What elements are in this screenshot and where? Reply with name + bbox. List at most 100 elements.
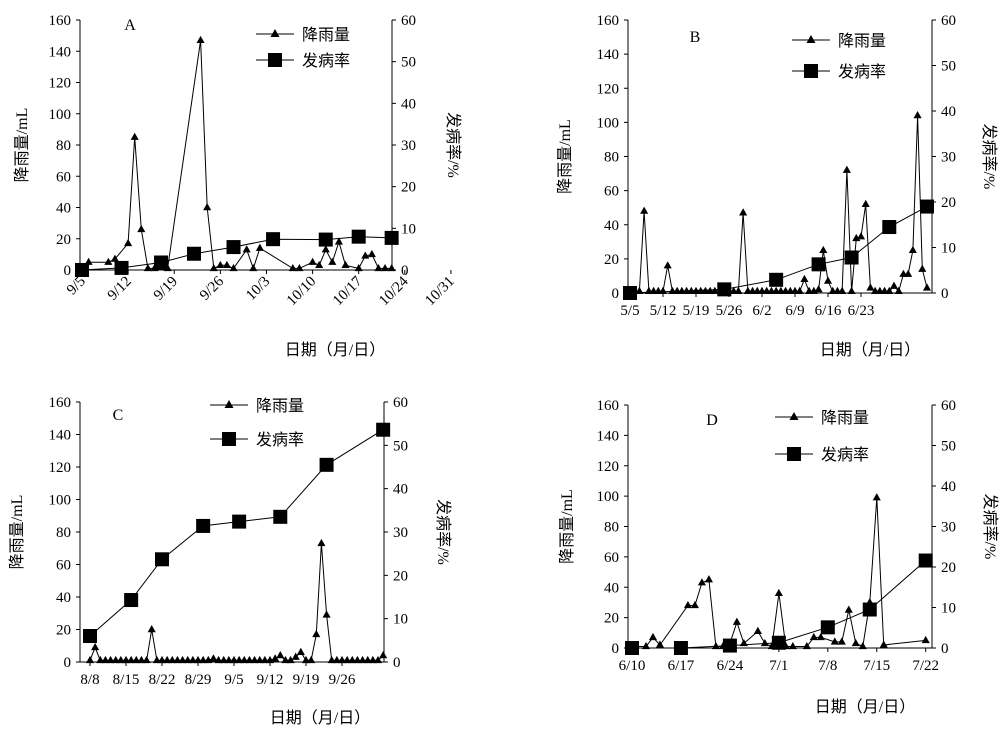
rainfall-point — [753, 626, 762, 634]
incidence-point — [196, 518, 211, 533]
rainfall-point — [734, 286, 743, 294]
rainfall-point — [183, 655, 192, 664]
left-y-tick-label: 60 — [56, 169, 71, 185]
x-axis-title: 日期（月/日） — [285, 341, 385, 359]
x-tick-label: 6/17 — [668, 658, 695, 674]
right-y-tick-label: 20 — [401, 180, 416, 196]
rainfall-line — [89, 543, 384, 661]
rainfall-point — [856, 232, 866, 240]
right-y-tick-label: 60 — [941, 13, 956, 29]
left-y-tick-label: 80 — [604, 520, 619, 536]
incidence-point — [920, 199, 935, 214]
incidence-point — [232, 514, 247, 529]
rainfall-point — [872, 493, 881, 501]
rainfall-point — [328, 257, 337, 265]
right-y-tick-label: 30 — [393, 525, 408, 541]
incidence-point — [186, 246, 201, 261]
rainfall-point — [704, 575, 713, 583]
right-y-tick-label: 40 — [941, 479, 956, 495]
x-tick-label: 9/12 — [257, 672, 284, 688]
rainfall-point — [823, 276, 833, 284]
rainfall-point — [281, 655, 290, 664]
rainfall-point — [286, 655, 295, 664]
rainfall-point — [245, 655, 254, 664]
rainfall-point — [795, 286, 804, 294]
right-y-tick-label: 60 — [393, 395, 408, 411]
incidence-point — [75, 263, 89, 277]
x-tick-label: 10/3 — [243, 274, 273, 304]
rainfall-point — [774, 588, 783, 597]
incidence-point — [226, 240, 241, 255]
rainfall-point — [193, 655, 203, 664]
rainfall-point — [209, 263, 218, 272]
left-y-tick-label: 20 — [56, 623, 71, 639]
rainfall-point — [110, 254, 119, 262]
incidence-point — [673, 641, 688, 655]
rainfall-point — [137, 224, 146, 233]
rainfall-point — [361, 251, 370, 259]
rainfall-point — [276, 651, 285, 659]
rainfall-point — [908, 245, 917, 254]
left-y-tick-label: 60 — [604, 550, 619, 566]
rainfall-point — [353, 655, 362, 664]
rainfall-point — [830, 637, 839, 645]
rainfall-point — [124, 238, 133, 247]
rainfall-point — [847, 286, 856, 294]
rainfall-point — [270, 29, 280, 37]
x-tick-label: 5/5 — [620, 303, 639, 319]
left-y-tick-label: 0 — [612, 286, 620, 302]
x-tick-label: 7/8 — [818, 658, 837, 674]
rainfall-line — [632, 497, 926, 648]
y2-axis-title: 发病率/% — [434, 499, 452, 565]
right-y-tick-label: 60 — [941, 398, 956, 414]
y-axis-title: 降雨量/mL — [558, 489, 576, 564]
rainfall-point — [312, 629, 321, 638]
rainfall-point — [214, 655, 223, 664]
rainfall-point — [219, 655, 228, 664]
rainfall-point — [288, 263, 297, 272]
rainfall-point — [111, 655, 120, 664]
right-y-tick-label: 50 — [401, 55, 416, 71]
rainfall-point — [255, 655, 264, 664]
rainfall-point — [904, 269, 913, 277]
left-y-tick-label: 20 — [56, 232, 71, 248]
rainfall-point — [374, 263, 383, 272]
incidence-point — [820, 620, 835, 635]
incidence-point — [811, 257, 826, 272]
x-axis-title: 日期（月/日） — [820, 341, 920, 359]
legend-label: 降雨量 — [256, 397, 304, 415]
rainfall-point — [199, 655, 208, 664]
rainfall-point — [806, 35, 816, 43]
x-tick-label: 6/10 — [619, 658, 646, 674]
rainfall-point — [866, 283, 875, 291]
left-y-tick-label: 40 — [56, 590, 71, 606]
x-tick-label: 5/26 — [716, 303, 743, 319]
rainfall-point — [885, 286, 894, 294]
rainfall-point — [250, 655, 259, 664]
x-tick-label: 6/23 — [848, 303, 875, 319]
incidence-point — [154, 255, 169, 270]
rainfall-point — [147, 625, 156, 633]
rainfall-point — [809, 632, 818, 641]
rainfall-point — [640, 206, 649, 214]
rainfall-point — [363, 655, 372, 664]
rainfall-point — [348, 655, 357, 664]
chart-panel-d: 0 20 40 60 80 100 120 140 160 0 10 20 30 40 50 60 6/10 6/… — [558, 398, 999, 716]
x-tick-label: 8/22 — [149, 672, 176, 688]
rainfall-point — [143, 263, 152, 272]
rainfall-series — [77, 35, 396, 272]
legend-label: 降雨量 — [838, 32, 886, 50]
panel-label: D — [706, 412, 718, 429]
incidence-series — [625, 553, 933, 655]
rainfall-line — [81, 40, 392, 270]
incidence-point — [351, 229, 366, 244]
incidence-point — [804, 64, 818, 78]
left-y-tick-label: 20 — [604, 611, 619, 627]
rainfall-point — [260, 655, 269, 664]
rainfall-point — [819, 245, 828, 254]
rainfall-point — [851, 638, 860, 647]
left-y-tick-label: 0 — [612, 641, 620, 657]
left-y-tick-label: 120 — [597, 81, 620, 97]
